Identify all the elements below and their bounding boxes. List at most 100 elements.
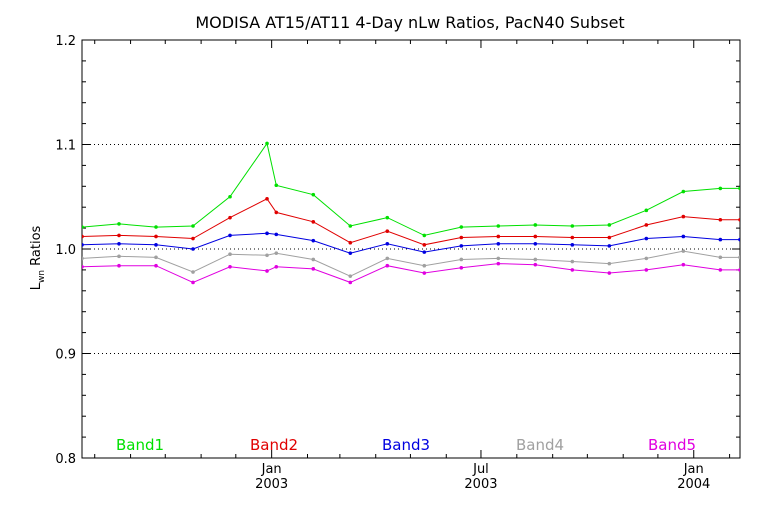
data-point-Band1-17: [681, 189, 686, 194]
x-tick-label-month: Jan: [683, 462, 704, 477]
data-point-Band1-5: [265, 141, 269, 146]
series-Band3: [82, 231, 740, 255]
series-Band1: [82, 141, 740, 238]
y-tick-label: 0.8: [55, 452, 76, 467]
data-point-Band1-6: [274, 183, 279, 188]
data-point-Band4-2: [154, 255, 158, 260]
data-point-Band3-14: [570, 243, 575, 247]
data-point-Band4-7: [311, 257, 316, 262]
series-Band5: [82, 261, 740, 285]
data-point-Band5-16: [644, 268, 649, 272]
data-point-Band4-14: [570, 259, 575, 264]
x-tick-label-year: 2004: [677, 477, 710, 492]
data-point-Band1-13: [533, 223, 538, 227]
series-line-Band5: [82, 263, 740, 283]
data-point-Band5-14: [570, 268, 575, 272]
data-point-Band5-17: [681, 262, 686, 267]
data-point-Band3-11: [459, 244, 464, 248]
data-point-Band5-6: [274, 264, 279, 269]
data-point-Band1-19: [738, 186, 740, 191]
y-tick-label: 1.2: [55, 34, 76, 49]
data-point-Band5-1: [117, 263, 121, 268]
data-point-Band2-0: [82, 234, 84, 239]
data-point-Band2-12: [496, 234, 501, 239]
data-point-Band1-9: [385, 215, 390, 220]
data-point-Band5-4: [228, 264, 232, 269]
data-point-Band1-16: [644, 208, 649, 213]
data-point-Band5-2: [154, 263, 158, 268]
chart-title: MODISA AT15/AT11 4-Day nLw Ratios, PacN4…: [195, 13, 624, 32]
data-point-Band4-5: [265, 253, 269, 258]
data-point-Band5-15: [607, 271, 612, 275]
data-point-Band4-6: [274, 251, 279, 255]
data-point-Band5-9: [385, 263, 390, 268]
data-point-Band2-7: [311, 220, 316, 224]
data-point-Band3-15: [607, 244, 612, 248]
data-point-Band2-16: [644, 223, 649, 227]
data-point-Band4-15: [607, 261, 612, 266]
data-point-Band4-16: [644, 256, 649, 261]
data-point-Band2-4: [228, 215, 232, 220]
y-axis-label-main: L: [29, 282, 44, 290]
data-point-Band2-9: [385, 229, 390, 234]
series-Band2: [82, 197, 740, 247]
data-point-Band2-8: [348, 240, 353, 245]
data-point-Band3-13: [533, 241, 538, 246]
data-point-Band2-18: [718, 217, 723, 222]
x-tick-label-year: 2003: [464, 477, 497, 492]
data-point-Band5-0: [82, 264, 84, 269]
data-point-Band3-10: [422, 250, 427, 254]
legend-label-Band1: Band1: [116, 436, 164, 454]
data-point-Band1-11: [459, 225, 464, 229]
data-point-Band3-3: [191, 247, 195, 251]
data-point-Band4-10: [422, 263, 427, 268]
data-point-Band4-3: [191, 270, 195, 274]
data-point-Band3-8: [348, 251, 353, 255]
series-line-Band1: [82, 142, 740, 236]
data-point-Band3-17: [681, 234, 686, 239]
data-point-Band2-11: [459, 235, 464, 240]
data-point-Band5-8: [348, 280, 353, 285]
legend-label-Band2: Band2: [250, 436, 298, 454]
data-point-Band2-14: [570, 235, 575, 240]
data-point-Band5-7: [311, 267, 316, 271]
data-point-Band1-14: [570, 224, 575, 228]
data-point-Band4-17: [681, 249, 686, 253]
legend-label-Band5: Band5: [648, 436, 696, 454]
series-line-Band2: [82, 198, 740, 246]
data-point-Band1-10: [422, 233, 427, 238]
data-point-Band3-16: [644, 236, 649, 241]
data-point-Band5-11: [459, 266, 464, 270]
data-point-Band4-19: [738, 255, 740, 260]
series-layer: [82, 141, 740, 285]
data-point-Band2-17: [681, 214, 686, 219]
series-line-Band4: [82, 250, 740, 277]
legend-label-Band4: Band4: [516, 436, 564, 454]
data-point-Band3-2: [154, 243, 158, 247]
data-point-Band5-19: [738, 268, 740, 272]
data-point-Band1-12: [496, 224, 501, 228]
legend-label-Band3: Band3: [382, 436, 430, 454]
data-point-Band5-10: [422, 271, 427, 275]
data-point-Band1-0: [82, 225, 84, 229]
x-tick-label-month: Jan: [261, 462, 282, 477]
data-point-Band3-6: [274, 232, 279, 237]
data-point-Band5-3: [191, 280, 195, 285]
data-point-Band3-7: [311, 238, 316, 243]
data-point-Band4-11: [459, 257, 464, 262]
legend-layer: Band1 Band2 Band3 Band4 Band5: [116, 436, 696, 454]
data-point-Band3-1: [117, 241, 121, 246]
y-axis-label-rest: Ratios: [29, 225, 44, 270]
data-point-Band3-19: [738, 237, 740, 242]
data-point-Band1-7: [311, 192, 316, 197]
y-axis-label-sub: wn: [37, 270, 47, 283]
data-point-Band4-1: [117, 254, 121, 259]
data-point-Band3-18: [718, 237, 723, 242]
data-point-Band2-2: [154, 234, 158, 239]
data-point-Band4-9: [385, 256, 390, 261]
data-point-Band1-15: [607, 223, 612, 227]
data-point-Band2-1: [117, 233, 121, 238]
data-point-Band4-13: [533, 257, 538, 262]
data-point-Band5-18: [718, 268, 723, 272]
